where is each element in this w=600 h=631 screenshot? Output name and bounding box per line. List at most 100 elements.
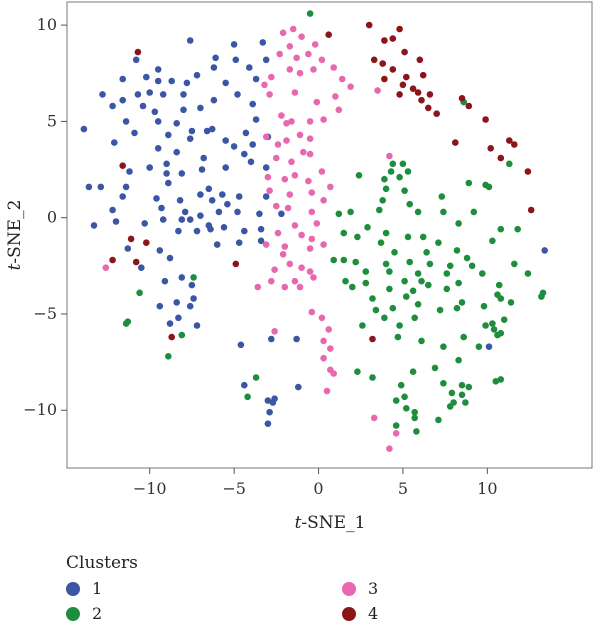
point-cluster-3 [283, 137, 290, 144]
point-cluster-1 [208, 125, 216, 133]
point-cluster-2 [438, 193, 446, 200]
point-cluster-3 [320, 241, 327, 248]
point-cluster-4 [365, 21, 373, 29]
point-cluster-1 [249, 100, 256, 108]
point-cluster-2 [482, 322, 489, 329]
point-cluster-2 [458, 381, 466, 389]
point-cluster-1 [158, 204, 165, 212]
point-cluster-1 [175, 227, 182, 235]
point-cluster-4 [465, 102, 473, 110]
point-cluster-1 [241, 381, 248, 389]
x-tick-label: 0 [313, 479, 323, 498]
point-cluster-2 [492, 378, 500, 385]
point-cluster-2 [463, 254, 471, 262]
point-cluster-4 [381, 75, 388, 83]
point-cluster-2 [440, 380, 447, 387]
point-cluster-1 [541, 247, 548, 254]
point-cluster-1 [259, 39, 267, 46]
point-cluster-3 [288, 158, 295, 166]
point-cluster-3 [254, 283, 262, 291]
point-cluster-2 [453, 247, 461, 254]
point-cluster-2 [436, 306, 444, 314]
point-cluster-1 [166, 254, 174, 262]
point-cluster-3 [286, 191, 294, 198]
point-cluster-2 [431, 364, 439, 372]
point-cluster-4 [399, 81, 407, 89]
point-cluster-2 [335, 210, 343, 218]
point-cluster-3 [386, 445, 393, 453]
point-cluster-4 [524, 168, 532, 175]
point-cluster-2 [419, 233, 427, 241]
point-cluster-2 [386, 268, 393, 275]
point-cluster-2 [404, 168, 412, 175]
point-cluster-3 [320, 337, 327, 345]
point-cluster-2 [354, 368, 361, 376]
point-cluster-2 [489, 320, 496, 327]
data-points [80, 10, 548, 453]
point-cluster-3 [308, 308, 316, 316]
point-cluster-4 [487, 145, 495, 152]
point-cluster-3 [323, 387, 331, 395]
point-cluster-1 [252, 116, 260, 123]
point-cluster-4 [168, 333, 175, 341]
point-cluster-1 [269, 399, 277, 406]
point-cluster-2 [306, 10, 314, 17]
point-cluster-3 [306, 245, 314, 252]
point-cluster-3 [273, 202, 280, 210]
point-cluster-1 [175, 314, 182, 322]
point-cluster-2 [379, 197, 387, 204]
point-cluster-1 [212, 54, 219, 62]
point-cluster-1 [208, 197, 216, 204]
point-cluster-2 [425, 281, 432, 289]
point-cluster-1 [165, 179, 172, 187]
point-cluster-1 [122, 183, 130, 191]
point-cluster-3 [286, 43, 294, 50]
point-cluster-1 [163, 170, 170, 177]
point-cluster-1 [257, 225, 265, 233]
point-cluster-2 [389, 160, 397, 168]
point-cluster-4 [416, 56, 424, 64]
point-cluster-2 [418, 277, 425, 285]
point-cluster-3 [320, 197, 327, 204]
point-cluster-3 [374, 87, 381, 94]
point-cluster-2 [490, 326, 498, 333]
point-cluster-2 [391, 249, 398, 256]
point-cluster-1 [159, 91, 167, 98]
point-cluster-1 [153, 195, 160, 202]
point-cluster-2 [369, 295, 376, 302]
point-cluster-4 [389, 35, 397, 42]
x-axis: −10 −5 0 5 10 [133, 468, 498, 498]
point-cluster-4 [134, 48, 142, 56]
point-cluster-2 [497, 295, 505, 302]
point-cluster-1 [154, 77, 162, 85]
point-cluster-2 [435, 416, 442, 424]
point-cluster-3 [261, 81, 268, 89]
point-cluster-2 [330, 256, 338, 264]
legend-item-2: 2 [66, 604, 102, 623]
point-cluster-1 [485, 343, 493, 351]
point-cluster-3 [289, 25, 297, 33]
point-cluster-2 [475, 343, 483, 351]
point-cluster-1 [122, 118, 130, 125]
point-cluster-3 [271, 328, 278, 335]
point-cluster-3 [268, 73, 275, 81]
point-cluster-1 [262, 193, 270, 200]
point-cluster-2 [440, 208, 447, 216]
point-cluster-2 [418, 337, 425, 345]
point-cluster-3 [327, 183, 334, 191]
point-cluster-3 [279, 29, 287, 37]
point-cluster-3 [288, 118, 295, 125]
point-cluster-1 [188, 127, 196, 135]
point-cluster-3 [320, 354, 327, 362]
point-cluster-2 [460, 333, 468, 341]
point-cluster-1 [234, 208, 241, 216]
point-cluster-1 [293, 335, 300, 343]
point-cluster-1 [249, 141, 256, 148]
point-cluster-1 [219, 191, 226, 198]
legend-marker-3 [342, 581, 356, 596]
point-cluster-4 [119, 162, 126, 169]
point-cluster-1 [178, 170, 186, 177]
point-cluster-2 [352, 258, 360, 266]
point-cluster-2 [423, 249, 430, 256]
point-cluster-2 [468, 262, 476, 270]
